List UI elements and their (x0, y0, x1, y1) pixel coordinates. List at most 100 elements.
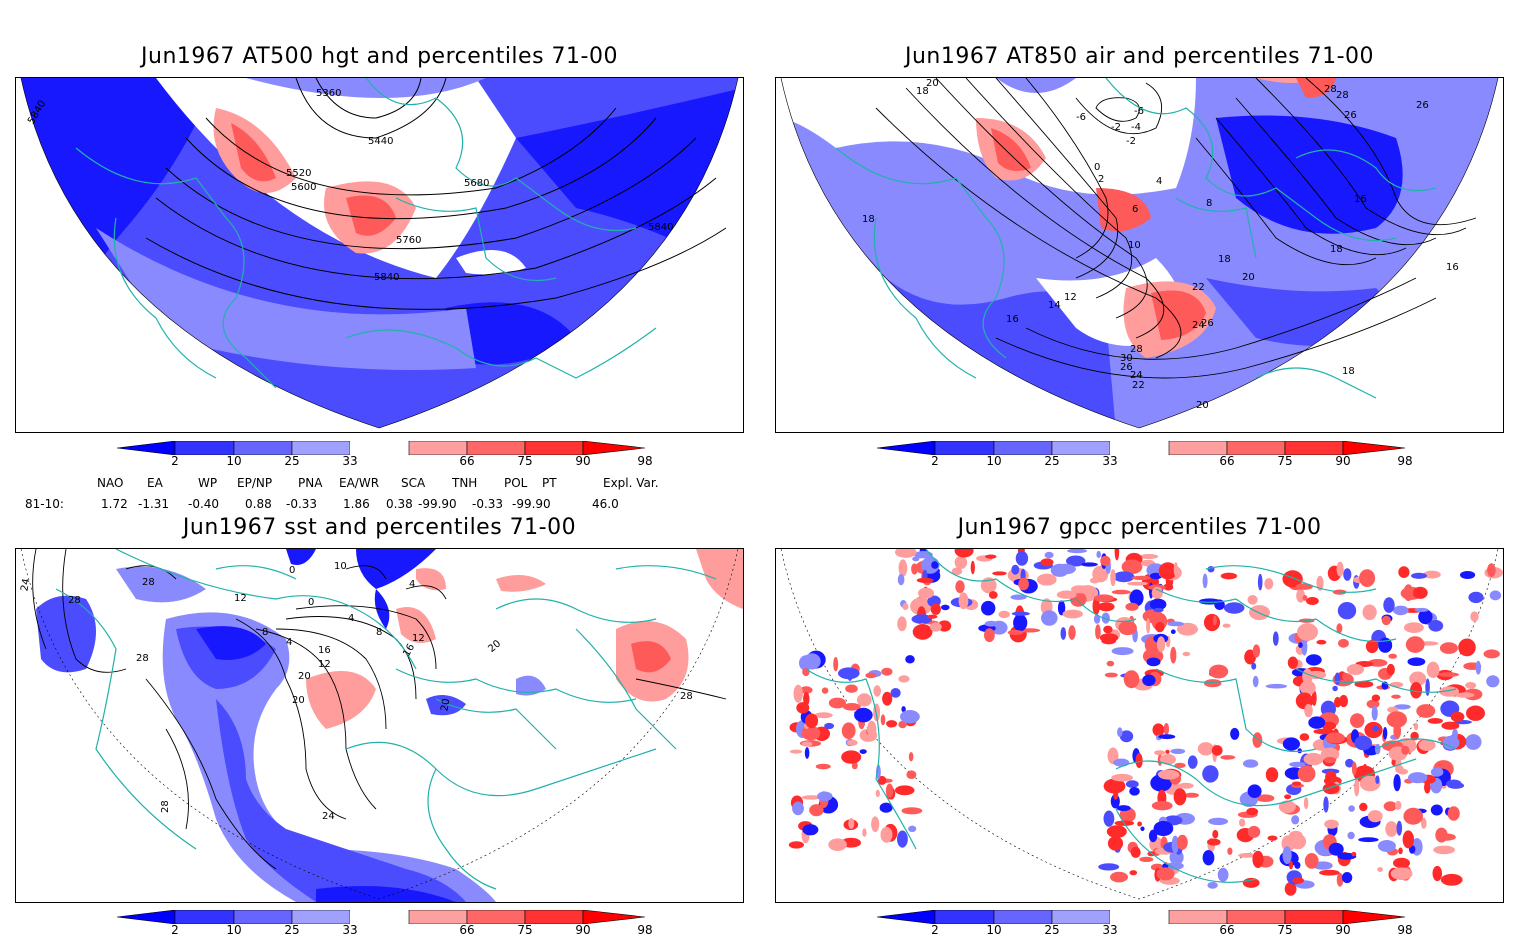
gpcc-patch (1325, 771, 1337, 784)
contour-label: 24 (322, 811, 335, 822)
colorbar-tick-label: 33 (1102, 454, 1118, 468)
gpcc-patch (824, 722, 834, 730)
panel-4-map (775, 548, 1504, 903)
gpcc-patch (885, 783, 894, 798)
colorbar-tick-label: 75 (1277, 923, 1293, 937)
gpcc-patch (1089, 577, 1100, 584)
gpcc-patch (1372, 725, 1380, 732)
gpcc-patch (898, 720, 907, 729)
index-row-label: 81-10: (25, 497, 64, 511)
colorbar-segment (1110, 441, 1169, 455)
colorbar-segment (934, 909, 995, 925)
colorbar-tick-label: 25 (284, 923, 300, 937)
gpcc-patch (1396, 820, 1403, 836)
colorbar-segment (993, 909, 1053, 925)
gpcc-patch (854, 707, 873, 723)
colorbar-tick-label: 25 (284, 454, 300, 468)
contour-label: 4 (1156, 176, 1162, 187)
contour-label: 22 (1192, 282, 1205, 293)
colorbar-tick-label: 90 (575, 923, 591, 937)
contour-label: 24 (1130, 370, 1143, 381)
gpcc-patch (1407, 657, 1426, 666)
colorbar-segment (1110, 910, 1169, 924)
gpcc-patch (901, 807, 923, 815)
gpcc-patch (1393, 722, 1402, 739)
gpcc-patch (1197, 742, 1214, 756)
colorbar-segment (350, 441, 409, 455)
gpcc-patch (882, 691, 893, 706)
gpcc-patch (1432, 865, 1443, 882)
index-value-tnh: -99.90 (418, 497, 457, 511)
gpcc-patch (1121, 559, 1143, 575)
colorbar-tick-label: 10 (986, 923, 1002, 937)
gpcc-patch (998, 610, 1010, 618)
gpcc-patch (1152, 723, 1165, 737)
gpcc-patch (1156, 636, 1166, 653)
contour-label: 12 (1064, 292, 1077, 303)
gpcc-patch (916, 577, 934, 583)
index-name-pna: PNA (298, 476, 323, 490)
contour-label: 2 (1098, 174, 1104, 185)
colorbar-segment (1284, 909, 1344, 925)
gpcc-patch (1334, 696, 1342, 708)
contour-label: 28 (1336, 90, 1349, 101)
gpcc-patch (1393, 605, 1409, 616)
gpcc-patch (1304, 703, 1313, 718)
contour-label: 18 (1218, 254, 1231, 265)
colorbar-tick-label: 66 (459, 454, 475, 468)
gpcc-patch (1284, 882, 1297, 896)
gpcc-patch (894, 785, 915, 796)
gpcc-patch (862, 828, 867, 837)
colorbar-2: 2 10 25 33 66 75 90 98 (876, 440, 1413, 472)
gpcc-patch (1246, 807, 1259, 816)
gpcc-patch (1430, 804, 1443, 816)
panel-3-title: Jun1967 sst and percentiles 71-00 (182, 515, 577, 540)
gpcc-patch (1056, 590, 1077, 599)
gpcc-patch (1418, 609, 1433, 625)
gpcc-patch (901, 706, 906, 713)
gpcc-patch (1410, 682, 1423, 699)
gpcc-patch (1394, 800, 1402, 810)
gpcc-patch (1110, 569, 1116, 587)
gpcc-patch (1170, 629, 1176, 634)
gpcc-patch (984, 620, 998, 627)
gpcc-patch (1303, 752, 1324, 766)
contour-label: 16 (1354, 194, 1367, 205)
contour-label: 10 (334, 561, 347, 572)
gpcc-patch (1151, 801, 1173, 811)
gpcc-patch (1264, 578, 1274, 590)
gpcc-patch (1421, 817, 1427, 829)
index-name-ea: EA (147, 476, 163, 490)
index-name-sca: SCA (401, 476, 426, 490)
gpcc-patch (1103, 625, 1113, 634)
contour-label: 5680 (464, 178, 489, 189)
index-name-nao: NAO (97, 476, 124, 490)
contour-label: 4 (286, 637, 292, 648)
gpcc-patch (1142, 674, 1156, 687)
gpcc-patch (1242, 759, 1259, 768)
gpcc-patch (1202, 573, 1208, 589)
gpcc-patch (1398, 847, 1403, 855)
colorbar-tick-label: 2 (931, 454, 939, 468)
gpcc-patch (1391, 694, 1401, 699)
gpcc-patch (801, 741, 813, 747)
contour-label: 28 (142, 577, 155, 588)
gpcc-patch (1041, 610, 1058, 626)
colorbar-tick-label: 75 (517, 923, 533, 937)
contour-label: 26 (1416, 100, 1429, 111)
gpcc-patch (1359, 802, 1368, 812)
gpcc-patch (895, 549, 917, 558)
gpcc-patch (1247, 784, 1262, 798)
gpcc-patch (1106, 825, 1127, 838)
gpcc-patch (931, 561, 939, 569)
gpcc-patch (1176, 834, 1188, 850)
gpcc-patch (1375, 775, 1380, 784)
gpcc-patch (802, 667, 810, 677)
gpcc-patch (1350, 713, 1365, 728)
gpcc-patch (910, 597, 932, 616)
gpcc-patch (1347, 831, 1355, 840)
gpcc-patch (1441, 721, 1460, 730)
gpcc-patch (1037, 573, 1057, 586)
colorbar-tick-label: 33 (342, 454, 358, 468)
gpcc-patch (1230, 727, 1240, 740)
